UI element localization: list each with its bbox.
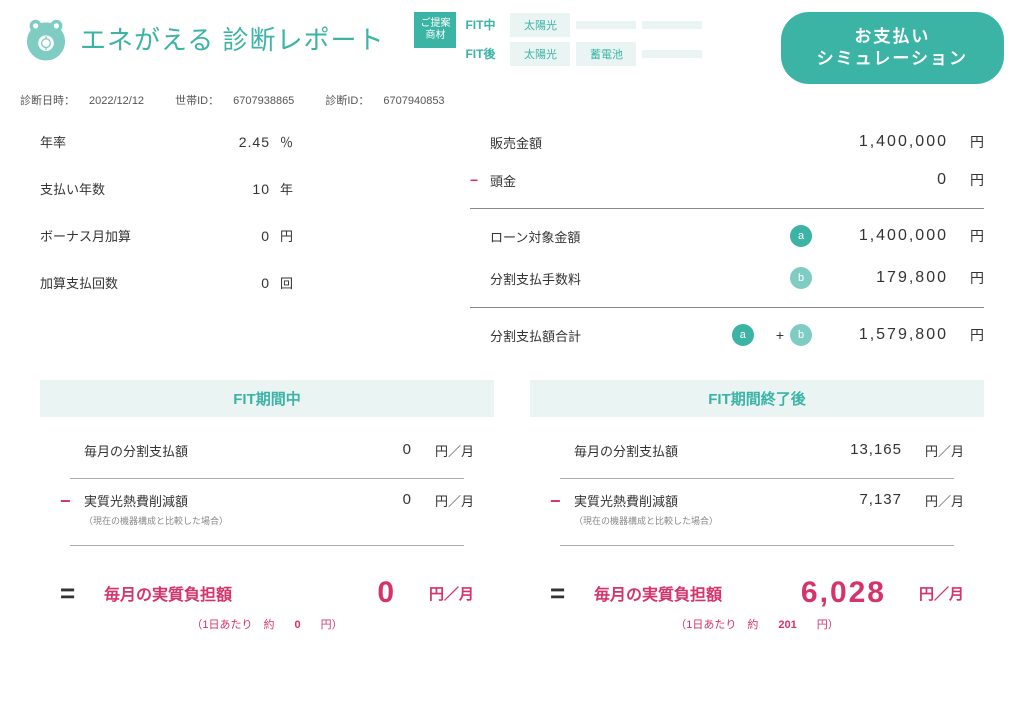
years-value: 10 [180,181,270,197]
price-breakdown: 販売金額1,400,000円 −頭金0円 ローン対象金額a1,400,000円 … [440,132,984,364]
loan-label: ローン対象金額 [490,227,790,246]
fit-during-label: FIT中 [456,12,504,37]
reduction-label: 実質光熱費削減額 [574,491,822,510]
result-label: 毎月の実質負担額 [580,581,766,605]
total-value: 1,579,800 [828,326,948,344]
logo: エネがえる 診断レポート [20,12,384,64]
chip-battery: 蓄電池 [576,42,636,66]
button-line1: お支払い [854,27,930,46]
chip-empty [642,21,702,29]
badge-a: a [732,324,754,346]
reduction-value: 0 [332,491,412,508]
loan-value: 1,400,000 [828,227,948,245]
button-line2: シミュレーション [817,49,968,68]
plus-icon: + [776,327,784,343]
equals-icon: = [60,578,90,609]
years-label: 支払い年数 [40,179,180,198]
per-day: （1日あたり 約0円） [40,616,494,632]
per-day: （1日あたり 約201円） [530,616,984,632]
total-label: 分割支払額合計 [490,326,732,345]
equals-icon: = [550,578,580,609]
frog-icon [20,12,72,64]
payment-simulation-button[interactable]: お支払い シミュレーション [781,12,1004,84]
result-value: 6,028 [766,576,886,610]
chip-empty [642,50,702,58]
rate-label: 年率 [40,132,180,151]
result-value: 0 [276,576,396,610]
reduction-sublabel: （現在の機器構成と比較した場合） [84,514,332,527]
app-title: エネがえる 診断レポート [80,20,384,57]
badge-b: b [790,324,812,346]
installment-value: 0 [332,441,412,458]
fit-during-panel: FIT期間中 毎月の分割支払額0円／月 −実質光熱費削減額（現在の機器構成と比較… [40,380,494,632]
chip-solar: 太陽光 [510,42,570,66]
fit-after-panel: FIT期間終了後 毎月の分割支払額13,165円／月 −実質光熱費削減額（現在の… [530,380,984,632]
down-value: 0 [828,171,948,189]
proposal-tags: ご提案 商材 FIT中 太陽光 FIT後 太陽光 蓄電池 [414,12,702,66]
fit-after-label: FIT後 [456,41,504,66]
minus-icon: − [470,172,490,188]
bonus-label: ボーナス月加算 [40,226,180,245]
chip-empty [576,21,636,29]
meta-info: 診断日時：2022/12/12 世帯ID：6707938865 診断ID：670… [0,92,1024,114]
tag-box-label: ご提案 商材 [414,12,456,48]
reduction-sublabel: （現在の機器構成と比較した場合） [574,514,822,527]
minus-icon: − [60,491,84,512]
fit-during-title: FIT期間中 [40,380,494,417]
fee-value: 179,800 [828,269,948,287]
result-label: 毎月の実質負担額 [90,581,276,605]
badge-a: a [790,225,812,247]
sale-label: 販売金額 [490,133,828,152]
installment-label: 毎月の分割支払額 [84,441,332,460]
count-label: 加算支払回数 [40,273,180,292]
fee-label: 分割支払手数料 [490,269,790,288]
down-label: 頭金 [490,171,828,190]
minus-icon: − [550,491,574,512]
sale-value: 1,400,000 [828,133,948,151]
loan-params: 年率2.45％ 支払い年数10年 ボーナス月加算0円 加算支払回数0回 [40,132,440,364]
rate-value: 2.45 [180,134,270,150]
installment-value: 13,165 [822,441,902,458]
bonus-value: 0 [180,228,270,244]
installment-label: 毎月の分割支払額 [574,441,822,460]
badge-b: b [790,267,812,289]
chip-solar: 太陽光 [510,13,570,37]
reduction-value: 7,137 [822,491,902,508]
reduction-label: 実質光熱費削減額 [84,491,332,510]
fit-after-title: FIT期間終了後 [530,380,984,417]
count-value: 0 [180,275,270,291]
